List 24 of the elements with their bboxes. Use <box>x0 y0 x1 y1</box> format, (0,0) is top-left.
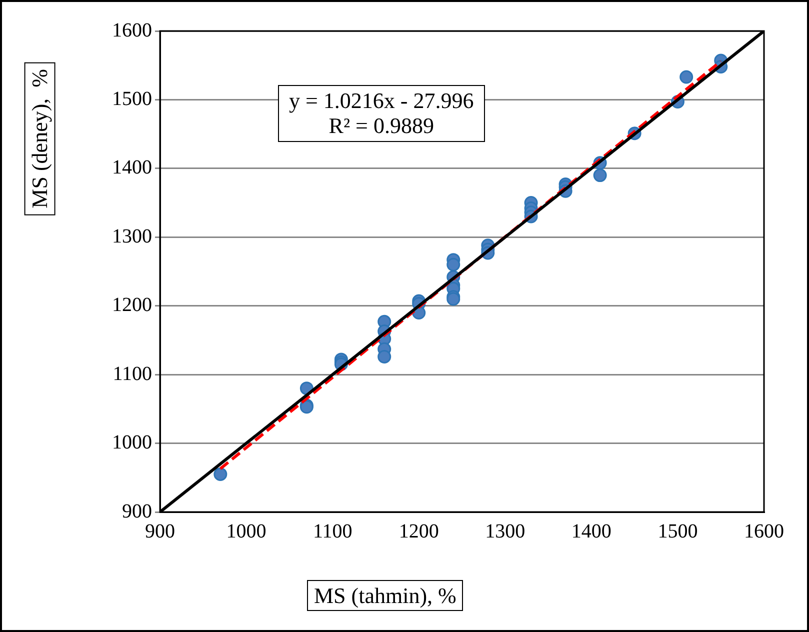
point <box>680 70 694 84</box>
y-tick-label: 1400 <box>112 156 152 179</box>
y-tick-label: 900 <box>122 500 152 522</box>
y-axis-title: MS (deney), % <box>24 62 56 216</box>
point <box>593 168 607 182</box>
x-tick-label: 1400 <box>571 520 612 542</box>
x-tick-label: 1200 <box>398 520 439 542</box>
x-tick-label: 900 <box>145 520 175 542</box>
x-tick-label: 1600 <box>744 520 784 542</box>
x-axis-title: MS (tahmin), % <box>307 580 464 612</box>
point <box>446 258 460 272</box>
y-tick-label: 1300 <box>112 225 152 248</box>
y-tick-label: 1000 <box>112 432 152 454</box>
x-tick-label: 1300 <box>485 520 526 542</box>
y-tick-label: 1600 <box>112 19 152 42</box>
y-tick-label: 1500 <box>112 88 152 110</box>
point <box>214 467 228 481</box>
x-tick-label: 1500 <box>658 520 698 542</box>
x-tick-label: 1000 <box>226 520 266 542</box>
point <box>378 350 392 364</box>
y-tick-label: 1100 <box>112 362 152 385</box>
y-tick-label: 1200 <box>112 294 152 316</box>
x-tick-label: 1100 <box>312 520 352 542</box>
annotation: y = 1.0216x - 27.996 R² = 0.9889 <box>278 85 485 142</box>
